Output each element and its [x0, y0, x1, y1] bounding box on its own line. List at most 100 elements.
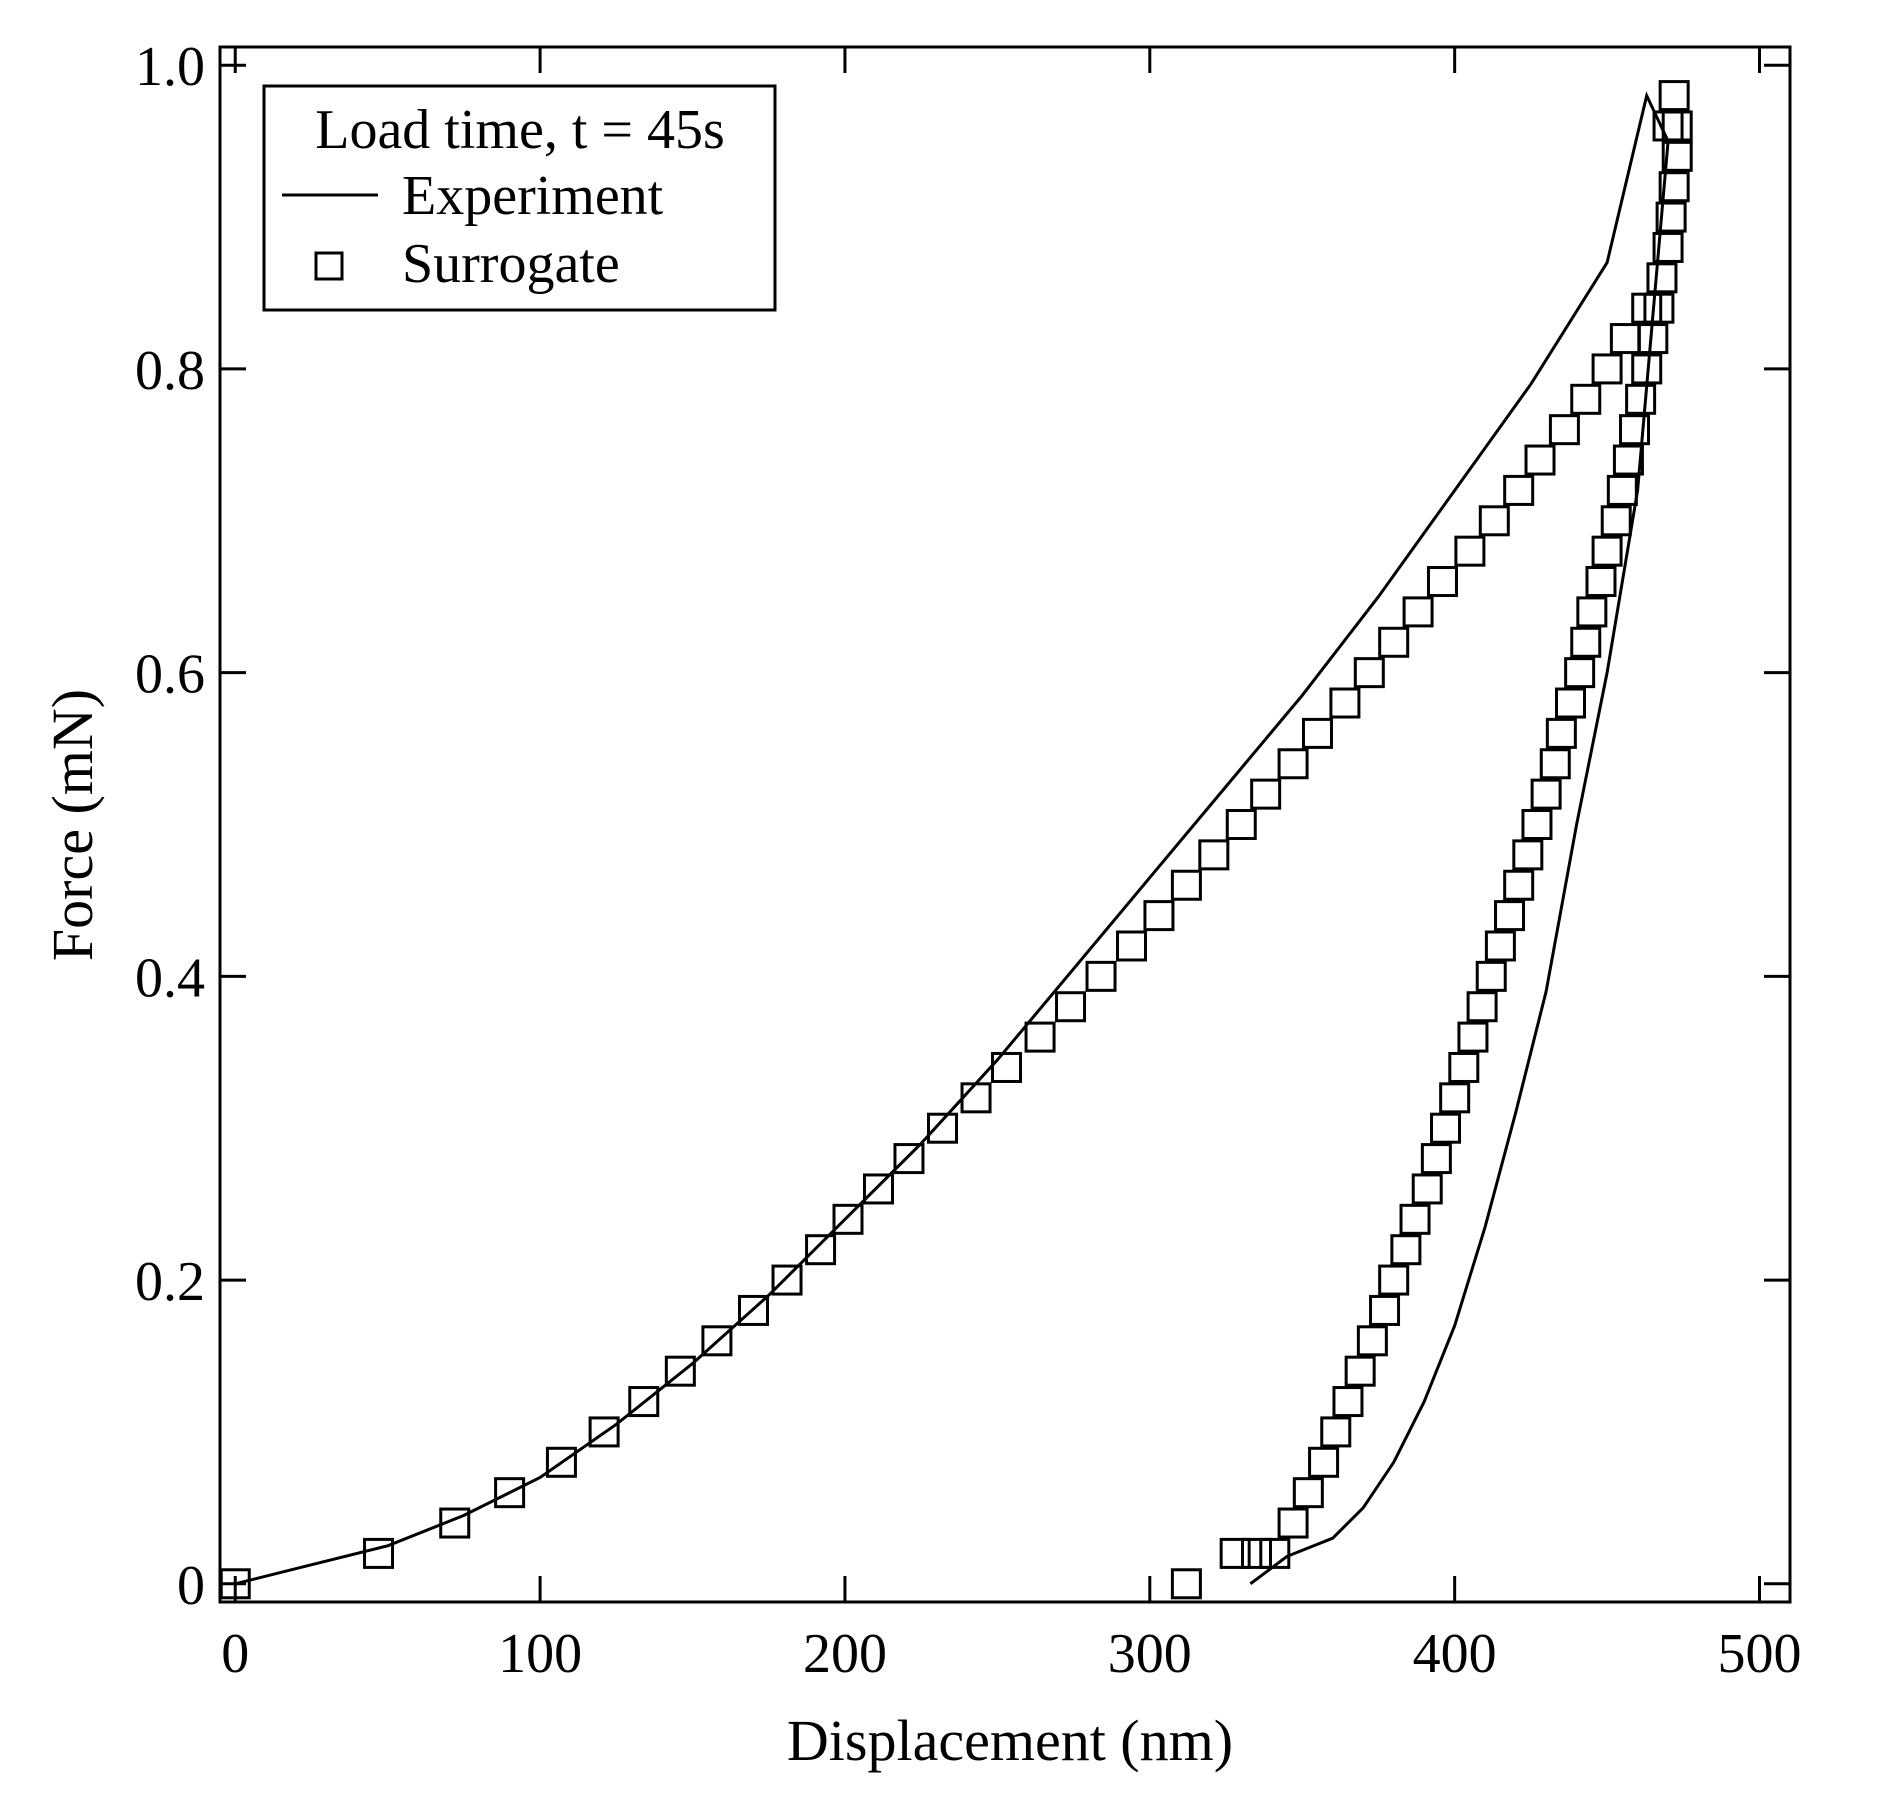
surrogate-marker — [1378, 1264, 1410, 1296]
surrogate-marker — [1494, 900, 1526, 932]
surrogate-marker — [991, 1051, 1023, 1083]
surrogate-marker — [1576, 596, 1608, 628]
x-tick-label: 400 — [1413, 1623, 1497, 1685]
surrogate-marker — [1646, 262, 1678, 294]
surrogate-marker — [927, 1112, 959, 1144]
x-axis-label: Displacement (nm) — [787, 1708, 1233, 1773]
y-tick-label: 0.2 — [135, 1251, 205, 1313]
surrogate-marker — [1420, 1143, 1452, 1175]
surrogate-marker — [1631, 353, 1663, 385]
surrogate-marker — [1356, 1325, 1388, 1357]
series-layer — [219, 80, 1693, 1600]
surrogate-marker — [1439, 1082, 1471, 1114]
surrogate-marker — [439, 1507, 471, 1539]
y-tick-label: 1.0 — [135, 36, 205, 98]
surrogate-marker — [1430, 1112, 1462, 1144]
surrogate-marker — [1466, 991, 1498, 1023]
surrogate-marker — [1524, 444, 1556, 476]
y-tick-label: 0.4 — [135, 947, 205, 1009]
surrogate-marker — [1606, 474, 1638, 506]
surrogate-marker — [1055, 991, 1087, 1023]
y-axis: 0 0.2 0.4 0.6 0.8 1.0 — [135, 36, 1790, 1617]
surrogate-marker — [363, 1537, 395, 1569]
surrogate-marker — [1241, 1537, 1273, 1569]
x-tick-label: 100 — [498, 1623, 582, 1685]
legend-box — [262, 84, 777, 312]
surrogate-marker — [1585, 566, 1617, 598]
surrogate-marker — [1619, 414, 1651, 446]
surrogate-marker — [1277, 1507, 1309, 1539]
surrogate-marker — [1308, 1446, 1340, 1478]
surrogate-marker — [1539, 748, 1571, 780]
surrogate-marker — [1399, 1203, 1431, 1235]
surrogate-marker — [1484, 930, 1516, 962]
surrogate-marker — [1478, 505, 1510, 537]
surrogate-marker — [1661, 110, 1693, 142]
y-tick-label: 0 — [177, 1555, 205, 1617]
surrogate-marker — [805, 1234, 837, 1266]
surrogate-marker — [1085, 960, 1117, 992]
surrogate-marker — [664, 1355, 696, 1387]
surrogate-marker — [494, 1477, 526, 1509]
surrogate-marker — [1143, 900, 1175, 932]
surrogate-marker — [1277, 748, 1309, 780]
surrogate-marker — [1570, 626, 1602, 658]
surrogate-marker — [628, 1386, 660, 1418]
legend-entry-surrogate: Surrogate — [402, 233, 620, 295]
surrogate-marker — [1591, 353, 1623, 385]
surrogate-marker — [893, 1143, 925, 1175]
surrogate-marker — [701, 1325, 733, 1357]
surrogate-marker — [1643, 292, 1675, 324]
surrogate-marker — [1369, 1294, 1401, 1326]
surrogate-marker — [1332, 1386, 1364, 1418]
surrogate-marker — [1530, 778, 1562, 810]
surrogate-marker — [1292, 1477, 1324, 1509]
legend-entry-experiment: Experiment — [402, 165, 664, 227]
legend-title: Load time, t = 45s — [315, 99, 725, 161]
surrogate-marker — [1378, 626, 1410, 658]
y-tick-label: 0.6 — [135, 644, 205, 706]
surrogate-marker — [1612, 444, 1644, 476]
surrogate-marker — [737, 1294, 769, 1326]
surrogate-marker — [1320, 1416, 1352, 1448]
series-line-experiment — [234, 91, 1670, 1586]
surrogate-marker — [1625, 383, 1657, 415]
surrogate-marker — [1454, 535, 1486, 567]
surrogate-marker — [1198, 839, 1230, 871]
surrogate-marker — [1344, 1355, 1376, 1387]
surrogate-marker — [1457, 1021, 1489, 1053]
surrogate-marker — [1658, 171, 1690, 203]
surrogate-marker — [1448, 1051, 1480, 1083]
surrogate-marker — [1503, 474, 1535, 506]
plot-frame — [218, 45, 1792, 1604]
surrogate-marker — [1301, 717, 1333, 749]
surrogate-marker — [1250, 778, 1282, 810]
surrogate-marker — [1426, 566, 1458, 598]
surrogate-marker — [1570, 383, 1602, 415]
x-tick-label: 500 — [1718, 1623, 1802, 1685]
x-tick-label: 200 — [803, 1623, 887, 1685]
surrogate-marker — [1652, 231, 1684, 263]
surrogate-marker — [1564, 657, 1596, 689]
surrogate-marker — [1545, 717, 1577, 749]
surrogate-marker — [1600, 505, 1632, 537]
surrogate-marker — [1637, 323, 1669, 355]
surrogate-marker — [960, 1082, 992, 1114]
x-axis: 0 100 200 300 400 500 — [221, 47, 1802, 1685]
surrogate-marker — [1548, 414, 1580, 446]
surrogate-marker — [1503, 869, 1535, 901]
surrogate-marker — [1661, 140, 1693, 172]
surrogate-marker — [1411, 1173, 1443, 1205]
surrogate-marker — [1658, 80, 1690, 112]
y-tick-label: 0.8 — [135, 340, 205, 402]
x-tick-label: 0 — [221, 1623, 249, 1685]
surrogate-marker — [771, 1264, 803, 1296]
surrogate-marker — [1591, 535, 1623, 567]
y-axis-label: Force (mN) — [40, 689, 105, 961]
surrogate-marker — [1024, 1021, 1056, 1053]
surrogate-marker — [1390, 1234, 1422, 1266]
surrogate-marker — [545, 1446, 577, 1478]
surrogate-marker — [1521, 809, 1553, 840]
